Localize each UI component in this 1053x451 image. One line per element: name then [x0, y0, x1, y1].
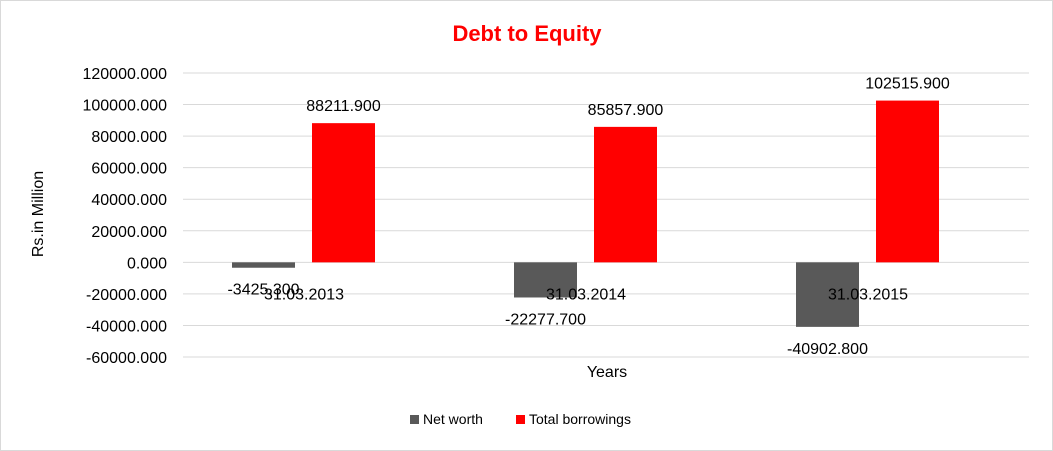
y-tick-label: 60000.000 [91, 161, 167, 178]
y-tick-label: -40000.000 [86, 318, 167, 335]
legend-swatch-total-borrowings [516, 415, 525, 424]
data-label: -40902.800 [787, 341, 868, 358]
y-tick-label: 80000.000 [91, 129, 167, 146]
x-category-label: 31.03.2014 [546, 286, 626, 303]
legend-swatch-net-worth [410, 415, 419, 424]
y-axis-ticks: 120000.000 100000.000 80000.000 60000.000 40… [82, 66, 167, 367]
net-worth-bar [232, 262, 295, 268]
chart-title: Debt to Equity [452, 21, 602, 46]
bars [232, 100, 939, 327]
data-label: -3425.300 [227, 282, 299, 299]
total-borrowings-bar [594, 126, 657, 263]
y-tick-label: 120000.000 [82, 66, 167, 83]
y-tick-label: 0.000 [127, 255, 167, 272]
net-worth-bar [514, 262, 577, 298]
y-tick-label: 20000.000 [91, 224, 167, 241]
legend-label: Net worth [423, 411, 483, 427]
y-tick-label: -60000.000 [86, 350, 167, 367]
x-category-label: 31.03.2013 [264, 286, 344, 303]
y-axis-title: Rs.in Million [30, 171, 47, 257]
data-labels: -3425.300 88211.900 -22277.700 85857.900 -40… [227, 76, 949, 358]
net-worth-bar [796, 262, 859, 327]
x-category-label: 31.03.2015 [828, 286, 908, 303]
x-axis-title: Years [587, 364, 627, 381]
total-borrowings-bar [312, 123, 375, 263]
y-tick-label: 100000.000 [82, 98, 167, 115]
total-borrowings-bar [876, 100, 939, 263]
data-label: 85857.900 [588, 102, 664, 119]
data-label: 102515.900 [865, 76, 950, 93]
data-label: -22277.700 [505, 311, 586, 328]
x-axis-categories: 31.03.2013 31.03.2014 31.03.2015 [264, 286, 908, 303]
y-tick-label: 40000.000 [91, 192, 167, 209]
legend: Net worth Total borrowings [410, 411, 631, 427]
data-label: 88211.900 [306, 98, 381, 115]
legend-label: Total borrowings [529, 411, 631, 427]
y-tick-label: -20000.000 [86, 287, 167, 304]
